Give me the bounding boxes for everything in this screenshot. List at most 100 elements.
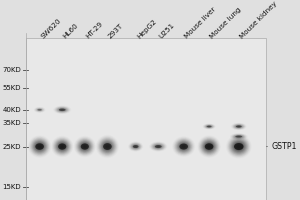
Ellipse shape (235, 144, 242, 150)
Text: 35KD: 35KD (3, 120, 21, 126)
Ellipse shape (81, 143, 88, 150)
Ellipse shape (59, 109, 66, 111)
Ellipse shape (156, 146, 160, 148)
Ellipse shape (132, 144, 139, 149)
Ellipse shape (78, 140, 92, 153)
Ellipse shape (236, 135, 242, 138)
Ellipse shape (130, 143, 141, 150)
Ellipse shape (82, 144, 88, 149)
Ellipse shape (157, 146, 160, 147)
Ellipse shape (32, 139, 47, 154)
Ellipse shape (134, 146, 137, 147)
Ellipse shape (232, 141, 245, 152)
Ellipse shape (205, 143, 214, 150)
Ellipse shape (234, 135, 243, 138)
Text: GSTP1: GSTP1 (271, 142, 297, 151)
Ellipse shape (38, 109, 41, 110)
Ellipse shape (104, 144, 111, 149)
Ellipse shape (79, 141, 91, 152)
Ellipse shape (202, 140, 216, 153)
Ellipse shape (58, 143, 66, 150)
Ellipse shape (156, 145, 161, 148)
Ellipse shape (175, 139, 192, 154)
Ellipse shape (100, 139, 115, 154)
Ellipse shape (202, 140, 216, 153)
Ellipse shape (234, 135, 244, 138)
Ellipse shape (32, 140, 47, 153)
Ellipse shape (54, 139, 70, 154)
Ellipse shape (234, 124, 243, 129)
Ellipse shape (176, 140, 191, 153)
FancyBboxPatch shape (26, 38, 266, 200)
Ellipse shape (207, 126, 211, 127)
Ellipse shape (237, 145, 241, 148)
Ellipse shape (206, 125, 213, 128)
Text: 55KD: 55KD (3, 85, 21, 91)
Ellipse shape (80, 142, 89, 151)
Ellipse shape (101, 141, 113, 152)
Text: 70KD: 70KD (2, 67, 21, 73)
Text: 40KD: 40KD (3, 107, 21, 113)
Text: Mouse liver: Mouse liver (184, 6, 217, 40)
Ellipse shape (61, 109, 64, 110)
Ellipse shape (235, 143, 243, 150)
Ellipse shape (179, 144, 188, 150)
Ellipse shape (38, 109, 42, 111)
Ellipse shape (38, 145, 42, 148)
Ellipse shape (105, 145, 110, 148)
Ellipse shape (206, 125, 212, 128)
Ellipse shape (58, 142, 67, 151)
Ellipse shape (234, 143, 244, 150)
Ellipse shape (103, 143, 111, 150)
Ellipse shape (201, 139, 218, 154)
Ellipse shape (38, 109, 41, 110)
Ellipse shape (228, 137, 249, 156)
Ellipse shape (237, 126, 241, 127)
Ellipse shape (55, 140, 70, 154)
Ellipse shape (237, 126, 240, 127)
Ellipse shape (178, 142, 189, 151)
Ellipse shape (57, 107, 68, 112)
Ellipse shape (79, 141, 91, 152)
Ellipse shape (176, 140, 191, 153)
Ellipse shape (236, 136, 242, 138)
Ellipse shape (157, 146, 160, 147)
Ellipse shape (179, 143, 188, 150)
Ellipse shape (152, 143, 164, 150)
Text: Mouse lung: Mouse lung (209, 6, 243, 40)
Ellipse shape (204, 142, 214, 151)
Ellipse shape (235, 125, 243, 128)
Ellipse shape (182, 145, 186, 148)
Ellipse shape (31, 138, 49, 155)
Ellipse shape (208, 145, 211, 148)
Ellipse shape (178, 141, 190, 152)
Ellipse shape (35, 143, 44, 150)
Ellipse shape (134, 145, 138, 148)
Text: Mouse kidney: Mouse kidney (239, 0, 278, 40)
Ellipse shape (154, 144, 163, 149)
Ellipse shape (133, 145, 139, 148)
Ellipse shape (153, 144, 164, 149)
Ellipse shape (37, 144, 42, 149)
Ellipse shape (58, 143, 66, 150)
Ellipse shape (206, 125, 212, 128)
Ellipse shape (59, 108, 65, 111)
Ellipse shape (208, 126, 210, 127)
Ellipse shape (83, 145, 87, 148)
Ellipse shape (229, 137, 249, 156)
Ellipse shape (33, 140, 46, 153)
Ellipse shape (207, 126, 212, 127)
Ellipse shape (98, 138, 116, 155)
Ellipse shape (182, 146, 185, 148)
Ellipse shape (39, 109, 41, 110)
Ellipse shape (34, 141, 46, 152)
Ellipse shape (200, 138, 218, 155)
Ellipse shape (135, 146, 137, 147)
Ellipse shape (201, 139, 217, 154)
Ellipse shape (131, 143, 140, 150)
Ellipse shape (133, 145, 138, 148)
Ellipse shape (56, 141, 68, 152)
Ellipse shape (206, 144, 212, 149)
Ellipse shape (105, 144, 110, 149)
Ellipse shape (152, 143, 164, 150)
